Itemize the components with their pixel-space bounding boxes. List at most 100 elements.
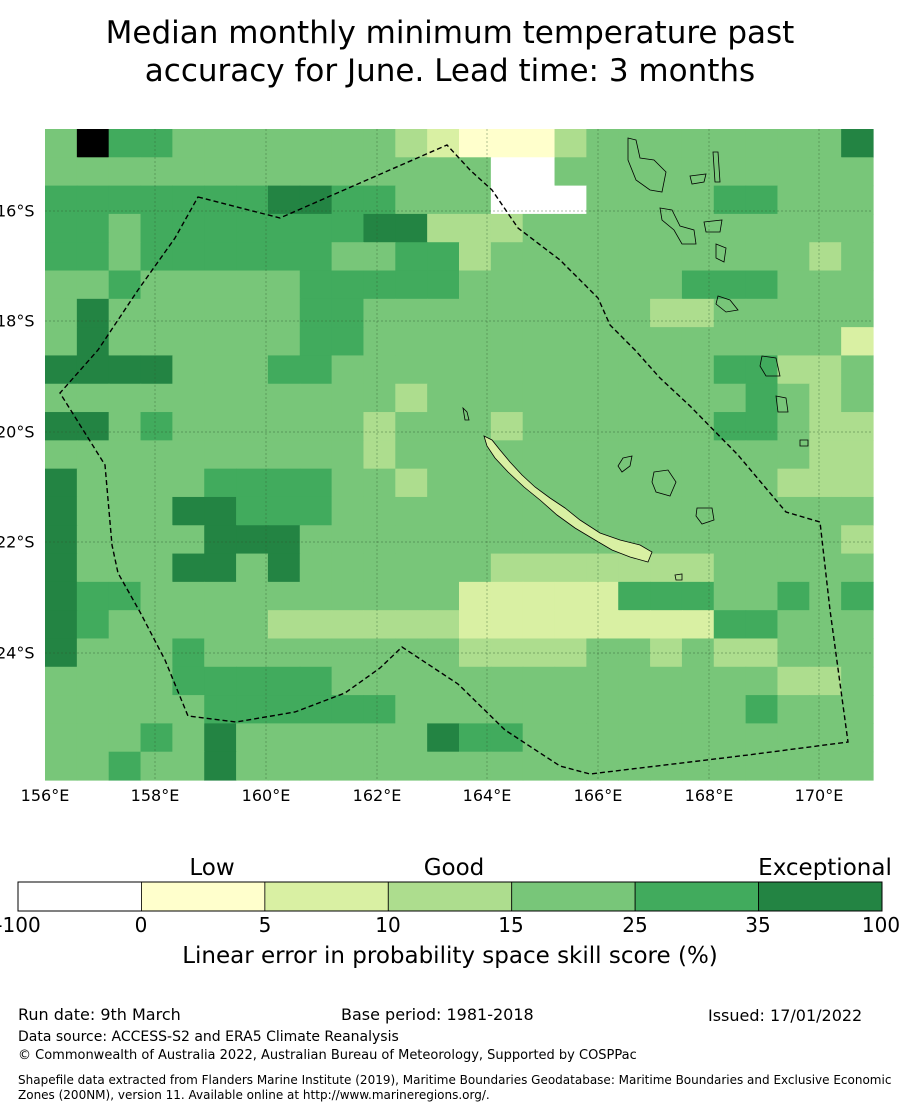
grid-cell: [777, 185, 810, 215]
grid-cell: [45, 185, 78, 215]
grid-cell: [427, 298, 460, 328]
grid-cell: [76, 695, 110, 724]
grid-cell: [172, 327, 205, 357]
grid-cell: [299, 129, 333, 158]
grid-cell: [172, 723, 205, 753]
grid-cell: [777, 157, 810, 187]
loyalty-island-3: [695, 507, 715, 525]
vanuatu-island-1: [712, 151, 721, 183]
loyalty-island-2: [651, 469, 677, 497]
grid-cell: [459, 695, 492, 724]
grid-cell: [363, 383, 396, 413]
grid-cell: [745, 496, 779, 526]
grid-cell: [76, 723, 110, 753]
map-title: Median monthly minimum temperature past …: [0, 14, 900, 90]
grid-cell: [586, 751, 619, 781]
grid-cell: [490, 355, 524, 385]
lon-label-170: 170°E: [794, 786, 844, 805]
grid-cell: [554, 751, 587, 781]
grid-cell: [650, 751, 683, 781]
grid-cell: [267, 185, 301, 215]
lat-label-20s: 20°S: [0, 422, 35, 442]
grid-cell: [76, 327, 110, 357]
grid-cell: [204, 213, 237, 243]
grid-cell: [745, 412, 779, 441]
grid-cell: [363, 723, 396, 753]
grid-cell: [777, 242, 810, 272]
grid-cell: [427, 695, 460, 724]
grid-cell: [713, 185, 747, 215]
grid-cell: [522, 327, 556, 357]
grid-cell: [809, 581, 842, 611]
grid-cell: [267, 666, 301, 696]
grid-cell: [331, 412, 365, 441]
colorbar-swatch: [634, 881, 759, 912]
grid-cell: [522, 129, 556, 158]
isle-of-pines: [674, 573, 683, 581]
grid-cell: [586, 581, 619, 611]
grid-cell: [586, 440, 619, 470]
grid-cell: [363, 185, 396, 215]
grid-cell: [841, 383, 874, 413]
grid-cell: [490, 553, 524, 583]
grid-cell: [650, 496, 683, 526]
grid-cell: [108, 723, 142, 753]
grid-cell: [777, 723, 810, 753]
grid-cell: [236, 638, 269, 668]
grid-cell: [745, 129, 779, 158]
grid-cell: [554, 157, 587, 187]
grid-cell: [45, 468, 78, 498]
grid-cell: [427, 468, 460, 498]
grid-cell: [395, 666, 428, 696]
grid-cell: [554, 355, 587, 385]
grid-cell: [745, 581, 779, 611]
grid-cell: [236, 581, 269, 611]
grid-cell: [267, 383, 301, 413]
grid-cell: [204, 695, 237, 724]
data-source: Data source: ACCESS-S2 and ERA5 Climate …: [18, 1029, 399, 1045]
grid-cell: [204, 270, 237, 300]
grid-cell: [299, 638, 333, 668]
grid-cell: [777, 440, 810, 470]
grid-cell: [459, 610, 492, 640]
grid-cell: [267, 270, 301, 300]
grid-cell: [363, 695, 396, 724]
grid-cell: [681, 242, 715, 272]
grid-cell: [204, 723, 237, 753]
grid-cell: [713, 468, 747, 498]
grid-cell: [299, 553, 333, 583]
grid-cell: [650, 327, 683, 357]
grid-cell: [554, 129, 587, 158]
grid-cell: [777, 610, 810, 640]
grid-cell: [395, 383, 428, 413]
grid-cell: [363, 157, 396, 187]
grid-cell: [204, 751, 237, 781]
grid-cell: [745, 666, 779, 696]
grid-cell: [267, 327, 301, 357]
grid-cell: [618, 129, 651, 158]
lon-label-156: 156°E: [20, 786, 70, 805]
grid-cell: [108, 412, 142, 441]
grid-cell: [331, 298, 365, 328]
grid-cell: [76, 610, 110, 640]
grid-cell: [490, 383, 524, 413]
grid-cell: [841, 610, 874, 640]
grid-cell: [586, 412, 619, 441]
grid-cell: [490, 695, 524, 724]
grid-cell: [809, 610, 842, 640]
grid-cell: [236, 412, 269, 441]
grid-cell: [522, 440, 556, 470]
grid-cell: [108, 157, 142, 187]
grid-cell: [363, 553, 396, 583]
grid-cell: [45, 270, 78, 300]
grid-cell: [108, 270, 142, 300]
grid-cell: [172, 695, 205, 724]
grid-cell: [45, 383, 78, 413]
grid-cell: [395, 581, 428, 611]
grid-cell: [490, 412, 524, 441]
grid-cell: [777, 581, 810, 611]
grid-cell: [490, 666, 524, 696]
grid-cell: [713, 751, 747, 781]
grid-cell: [681, 270, 715, 300]
grid-cell: [236, 468, 269, 498]
